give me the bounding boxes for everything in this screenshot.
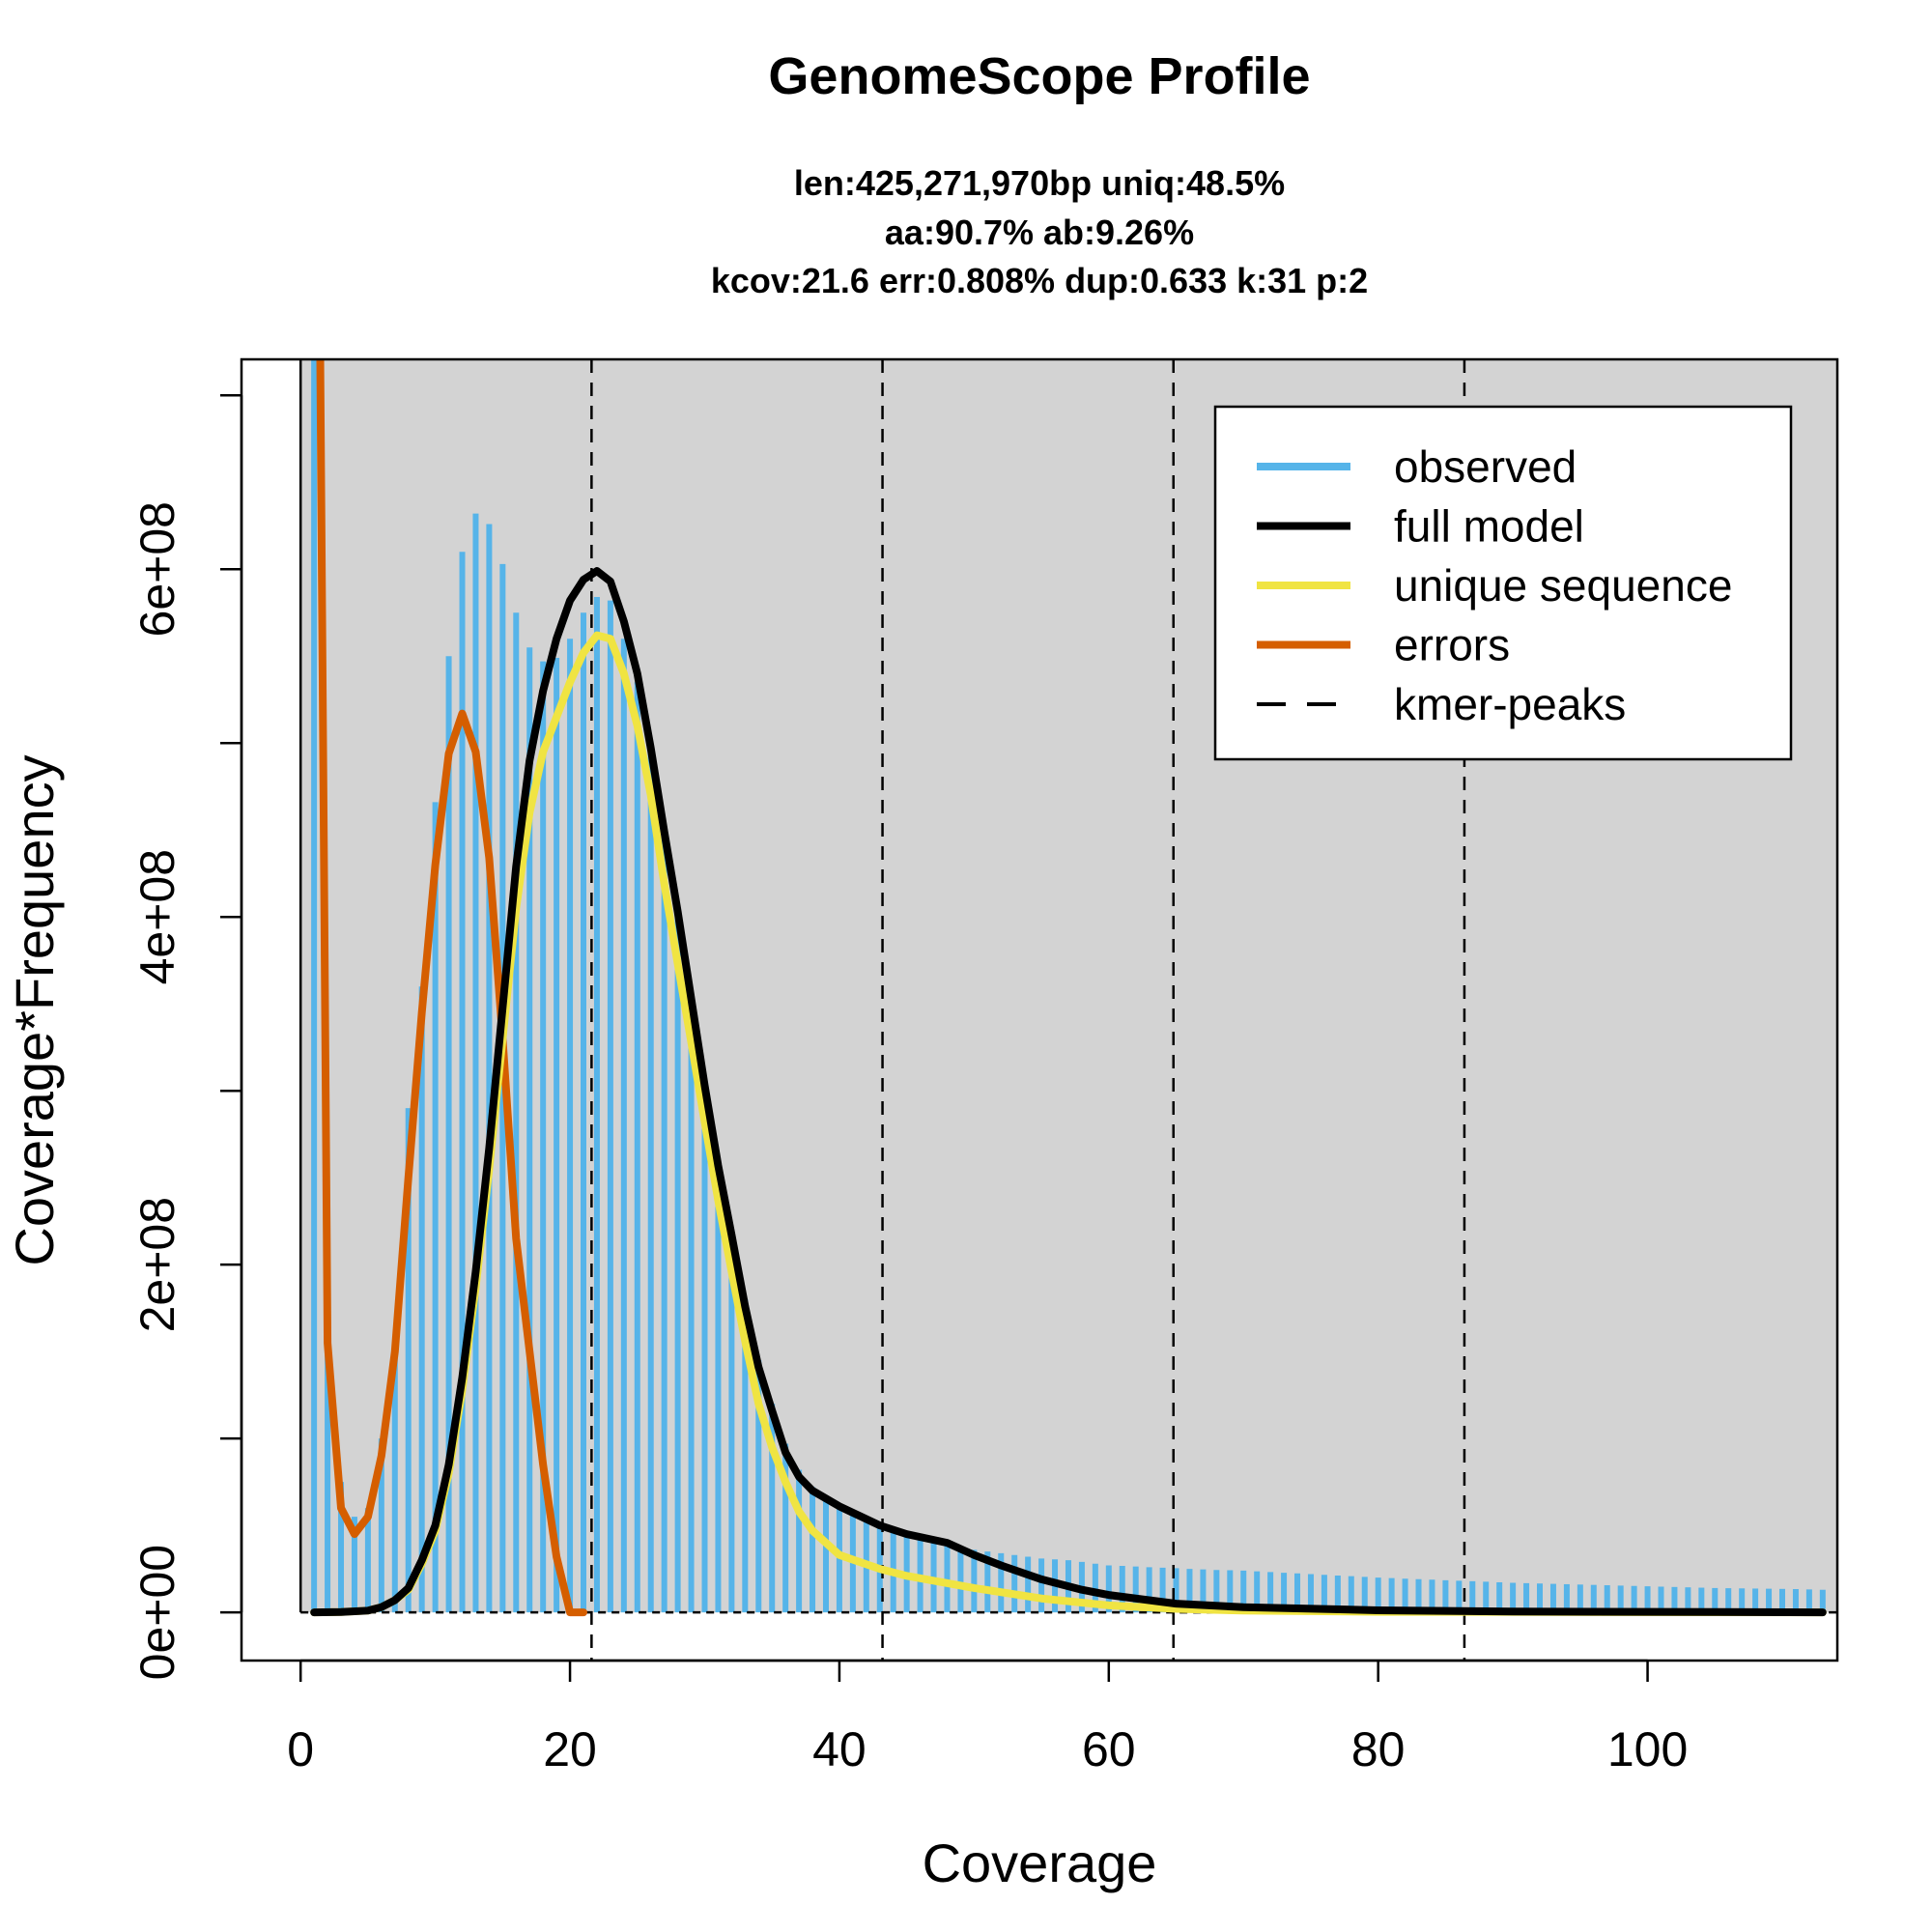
- x-tick-label: 0: [287, 1722, 314, 1776]
- x-tick-label: 20: [543, 1722, 597, 1776]
- errors-line: [316, 359, 588, 1617]
- axes: 0 20 40 60 80 100 0e+00 2e+08 4e+08 6e+08: [130, 394, 1688, 1776]
- legend-label: unique sequence: [1394, 560, 1732, 611]
- y-axis-label: Coverage*Frequency: [4, 754, 65, 1265]
- y-tick-label: 2e+08: [130, 1197, 185, 1332]
- legend-label: kmer-peaks: [1394, 679, 1626, 729]
- model-lines: [310, 359, 1827, 1617]
- x-tick-label: 100: [1607, 1722, 1688, 1776]
- chart-title: GenomeScope Profile: [768, 47, 1310, 105]
- y-tick-label: 0e+00: [130, 1545, 185, 1680]
- legend-label: errors: [1394, 620, 1510, 670]
- x-tick-label: 60: [1082, 1722, 1136, 1776]
- legend-label: full model: [1394, 501, 1584, 552]
- legend-label: observed: [1394, 441, 1577, 492]
- x-tick-label: 80: [1351, 1722, 1406, 1776]
- legend: observed full model unique sequence errors k…: [1213, 405, 1793, 761]
- y-tick-label: 6e+08: [130, 501, 185, 637]
- subtitle-line-3: kcov:21.6 err:0.808% dup:0.633 k:31 p:2: [711, 261, 1368, 300]
- x-axis-label: Coverage: [923, 1833, 1157, 1893]
- full-model-line: [310, 567, 1827, 1617]
- x-tick-label: 40: [812, 1722, 867, 1776]
- subtitle-line-1: len:425,271,970bp uniq:48.5%: [794, 163, 1285, 203]
- subtitle-line-2: aa:90.7% ab:9.26%: [885, 213, 1194, 252]
- y-tick-label: 4e+08: [130, 849, 185, 984]
